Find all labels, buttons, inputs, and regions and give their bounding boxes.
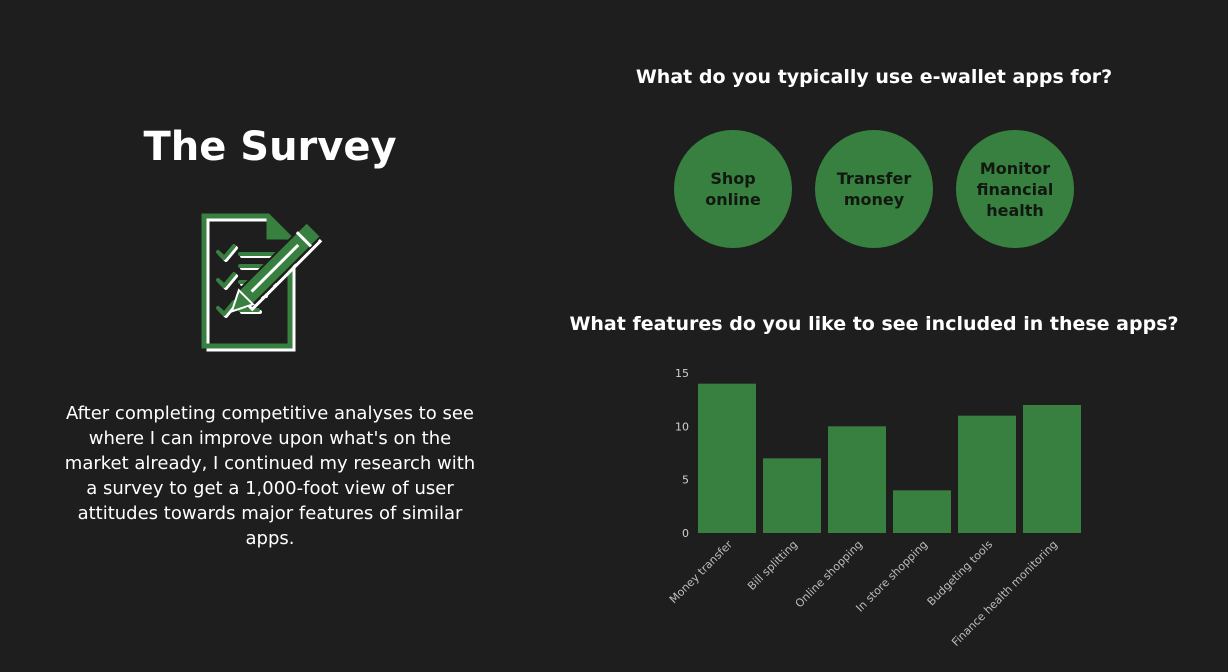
y-tick-label: 5: [682, 474, 689, 487]
features-bar-chart: 0 5 10 15 Money transfer Bill splittingOnline…: [667, 367, 1081, 649]
y-tick-label: 0: [682, 527, 689, 540]
bar-finance-health-monitoring: [1023, 405, 1081, 533]
page-title: The Survey: [143, 124, 397, 170]
question-features: What features do you like to see include…: [569, 313, 1179, 335]
bar-bill-splitting: [763, 458, 821, 533]
x-category-label: Money transfer: [667, 538, 736, 607]
survey-checklist-pencil-icon: [201, 213, 323, 352]
use-circle-monitor-health: Monitor financial health: [956, 130, 1074, 248]
survey-description: After completing competitive analyses to…: [64, 403, 476, 549]
y-tick-label: 15: [675, 367, 689, 380]
use-circle-shop-online: Shop online: [674, 130, 792, 248]
bar-budgeting-tools: [958, 415, 1016, 533]
x-category-label: In store shopping: [853, 538, 930, 615]
x-category-label: Budgeting tools: [925, 538, 996, 609]
x-category-label: Bill splitting: [745, 538, 800, 593]
use-circle-transfer-money: Transfer money: [815, 130, 933, 248]
bar-in-store-shopping: [893, 490, 951, 533]
bar-online-shopping: [828, 426, 886, 533]
x-category-label: Online shopping: [793, 538, 865, 610]
x-category-label: Finance health monitoring: [949, 538, 1060, 649]
question-uses: What do you typically use e-wallet apps …: [635, 66, 1113, 88]
bar-money-transfer: [698, 383, 756, 533]
y-tick-label: 10: [675, 420, 689, 433]
